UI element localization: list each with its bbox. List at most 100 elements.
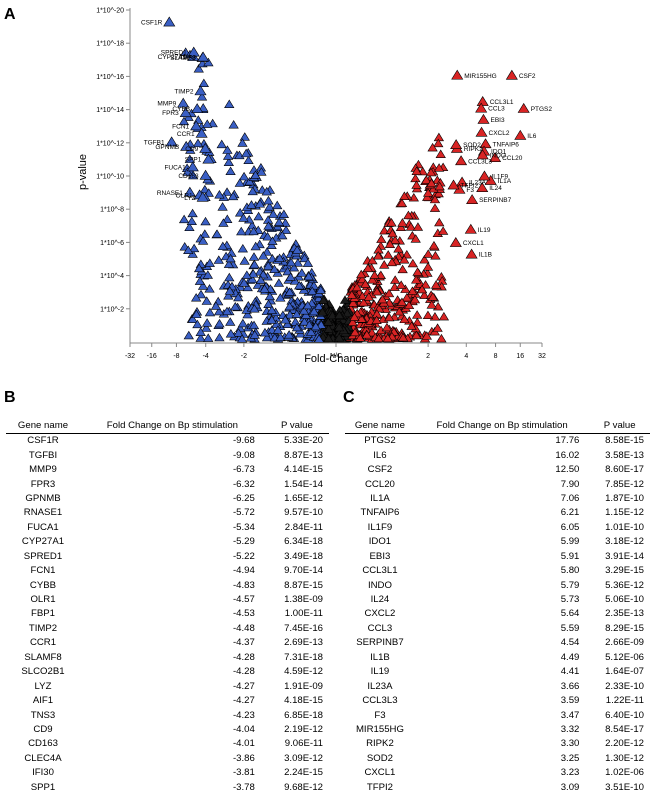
- background-point: [284, 301, 295, 311]
- p-value-cell: 5.36E-12: [605, 579, 644, 591]
- background-point: [264, 202, 275, 211]
- x-tick-label: -32: [125, 353, 135, 360]
- gene-name-cell: TIMP2: [28, 622, 58, 634]
- y-tick-label: 1*10^-2: [100, 306, 124, 313]
- highlighted-point: [489, 152, 502, 162]
- p-value-cell: 4.18E-15: [284, 695, 323, 707]
- fold-change-cell: -5.29: [232, 536, 255, 548]
- background-point: [430, 280, 442, 289]
- table-row: FCN1 -4.94 9.70E-14: [6, 564, 329, 578]
- p-value-cell: 5.33E-20: [284, 435, 323, 447]
- background-point: [429, 203, 441, 212]
- background-point: [422, 310, 434, 320]
- fold-change-cell: 3.59: [560, 695, 580, 707]
- x-tick-label: 4: [464, 353, 468, 360]
- fold-change-cell: 4.41: [560, 666, 580, 678]
- table-header-row: Gene name Fold Change on Bp stimulation …: [345, 418, 650, 434]
- background-point: [403, 300, 415, 310]
- point-label: SPP1: [185, 157, 202, 164]
- background-point: [178, 214, 190, 224]
- fold-change-cell: 3.09: [560, 781, 580, 793]
- background-point: [369, 270, 380, 279]
- background-point: [266, 315, 277, 324]
- background-point: [399, 255, 410, 264]
- gene-name-cell: OLR1: [30, 594, 56, 606]
- background-point: [237, 318, 249, 328]
- background-point: [249, 304, 260, 313]
- point-label: CYP27A1: [158, 54, 187, 61]
- fold-change-cell: -4.28: [232, 651, 255, 663]
- gene-name-cell: FPR3: [30, 478, 56, 490]
- p-value-cell: 4.59E-12: [284, 666, 323, 678]
- highlighted-point: [478, 170, 491, 181]
- background-point: [323, 324, 334, 333]
- gene-name-cell: CCL3: [367, 622, 393, 634]
- highlighted-point: [197, 51, 210, 62]
- highlighted-point: [180, 140, 193, 151]
- background-point: [203, 333, 214, 342]
- table-row: TGFBI -9.08 8.87E-13: [6, 448, 329, 462]
- background-point: [313, 301, 325, 311]
- highlighted-point: [447, 179, 460, 190]
- x-tick-label: 2: [426, 353, 430, 360]
- background-point: [239, 132, 250, 141]
- gene-name-cell: SOD2: [366, 752, 393, 764]
- background-point: [221, 306, 233, 316]
- point-cloud: [178, 47, 450, 343]
- background-point: [397, 332, 409, 342]
- background-point: [259, 327, 271, 337]
- p-value-cell: 3.58E-13: [605, 449, 644, 461]
- table-row: CYBB -4.83 8.87E-15: [6, 578, 329, 592]
- background-point: [298, 306, 310, 315]
- point-label: TGFB1: [144, 139, 165, 146]
- background-point: [273, 278, 285, 287]
- point-label: SOD2: [463, 142, 481, 149]
- background-point: [233, 328, 244, 337]
- background-point: [214, 318, 225, 328]
- fold-change-cell: 6.21: [560, 507, 580, 519]
- fold-change-cell: -9.08: [232, 449, 255, 461]
- background-point: [437, 226, 449, 235]
- background-point: [409, 294, 421, 304]
- p-value-cell: 1.54E-14: [284, 478, 323, 490]
- background-point: [222, 151, 234, 160]
- p-value-cell: 9.57E-10: [284, 507, 323, 519]
- p-value-cell: 2.20E-12: [605, 738, 644, 750]
- fold-change-cell: -4.04: [232, 723, 255, 735]
- gene-name-cell: SPRED1: [23, 550, 63, 562]
- background-point: [183, 245, 194, 254]
- p-value-cell: 2.19E-12: [284, 723, 323, 735]
- background-point: [225, 166, 236, 175]
- p-value-cell: 1.91E-09: [284, 680, 323, 692]
- background-point: [334, 322, 345, 332]
- background-point: [263, 299, 274, 308]
- background-point: [379, 260, 390, 269]
- table-row: FPR3 -6.32 1.54E-14: [6, 477, 329, 491]
- background-point: [272, 325, 284, 334]
- gene-name-cell: CCR1: [29, 637, 57, 649]
- background-point: [241, 270, 253, 279]
- fold-change-cell: 5.91: [560, 550, 580, 562]
- gene-name-cell: IL19: [370, 666, 390, 678]
- background-point: [432, 323, 443, 332]
- background-point: [182, 167, 193, 176]
- background-point: [242, 282, 253, 292]
- background-point: [244, 176, 255, 186]
- background-point: [275, 332, 286, 342]
- x-tick-label: -8: [173, 353, 179, 360]
- background-point: [271, 319, 282, 328]
- highlighted-point: [186, 161, 199, 172]
- table-row: TIMP2 -4.48 7.45E-16: [6, 622, 329, 636]
- fold-change-cell: -3.78: [232, 781, 255, 793]
- table-row: CLEC4A -3.86 3.09E-12: [6, 752, 329, 766]
- table-row: SPRED1 -5.22 3.49E-18: [6, 550, 329, 564]
- col-gene-name: Gene name: [6, 418, 80, 434]
- fold-change-cell: -4.27: [232, 695, 255, 707]
- highlighted-point: [449, 236, 462, 247]
- fold-change-cell: -4.53: [232, 608, 255, 620]
- table-row: CD9 -4.04 2.19E-12: [6, 723, 329, 737]
- background-point: [221, 187, 233, 196]
- background-point: [349, 327, 361, 337]
- background-point: [268, 209, 279, 218]
- gene-name-cell: IDO1: [368, 536, 392, 548]
